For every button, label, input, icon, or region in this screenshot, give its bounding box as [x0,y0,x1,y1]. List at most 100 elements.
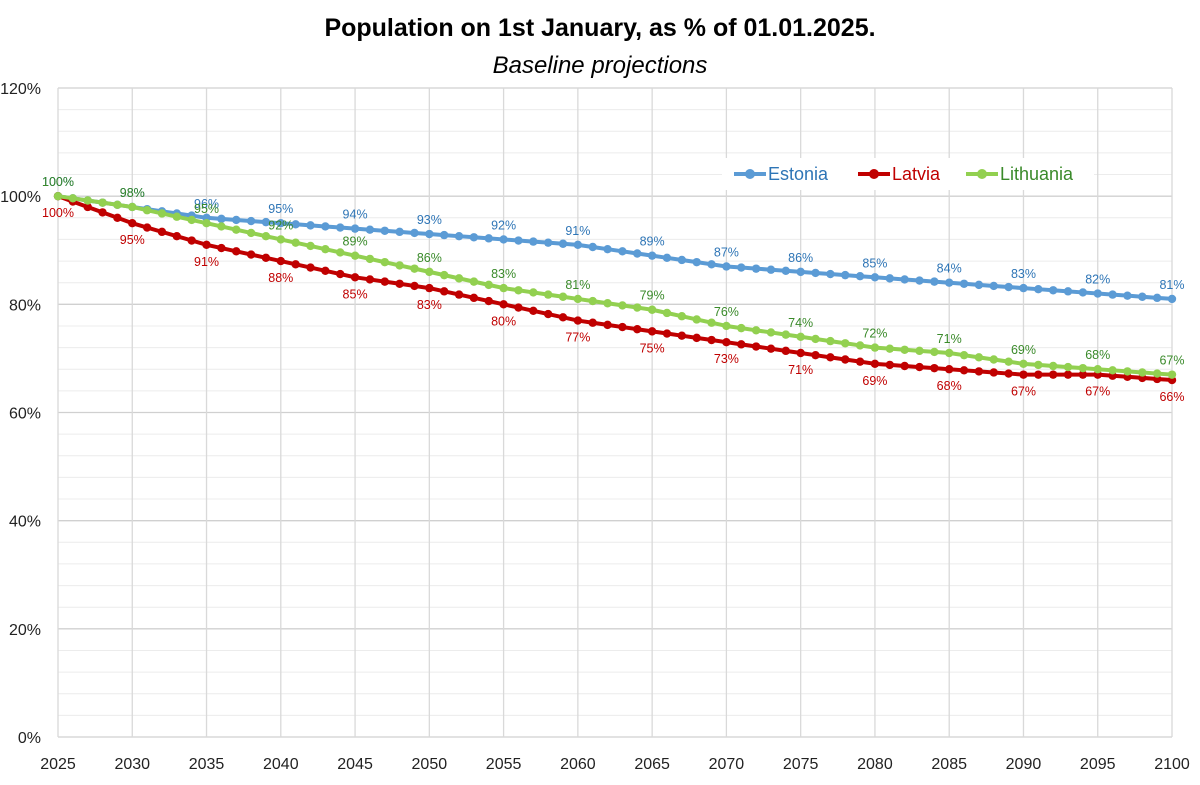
series-lithuania [53,191,1177,379]
legend[interactable]: Estonia Latvia Lithuania [722,158,1094,190]
data-label: 87% [714,245,739,259]
data-point [1034,360,1043,370]
data-point [707,260,716,269]
data-point [1048,361,1058,371]
data-point [499,283,508,293]
data-point [469,293,479,303]
data-point [915,346,924,356]
data-point [959,366,969,375]
data-label: 67% [1011,385,1036,399]
data-point [291,220,300,229]
data-point [246,228,256,238]
data-point [410,264,419,273]
data-point [826,269,835,279]
data-label: 86% [788,251,813,265]
data-point [692,257,701,267]
data-point [261,253,271,263]
data-point [157,209,167,218]
data-point [1019,283,1028,293]
data-point [172,231,182,241]
series-line-lithuania [57,194,1173,377]
data-point [499,300,508,309]
legend-item-latvia[interactable]: Latvia [858,164,941,184]
data-point [543,290,553,299]
data-point [187,215,196,225]
data-point [83,196,92,205]
data-label: 100% [42,175,74,189]
data-point [321,266,330,276]
data-point [751,326,761,335]
legend-item-lithuania[interactable]: Lithuania [966,164,1074,184]
data-point [633,249,642,258]
x-tick-label: 2025 [40,756,76,773]
data-label: 91% [565,224,590,238]
data-point [588,318,597,327]
data-point [915,362,924,372]
data-point [1123,367,1132,376]
data-label: 95% [120,233,145,247]
data-point [811,334,820,344]
data-point [930,277,939,286]
data-point [707,335,716,345]
series-line-estonia [57,194,1173,301]
data-point [1152,369,1162,378]
data-label: 67% [1159,354,1184,368]
data-point [380,257,389,267]
x-tick-label: 2090 [1006,756,1042,773]
x-tick-label: 2065 [634,756,670,773]
data-label: 72% [862,327,887,341]
data-point [826,353,835,362]
data-point [573,294,583,304]
data-point [232,225,241,234]
data-point [781,266,791,276]
legend-label: Latvia [892,164,941,184]
x-tick-label: 2040 [263,756,299,773]
legend-label: Estonia [768,164,829,184]
data-label: 68% [937,379,962,393]
legend-marker [869,169,879,179]
data-point [350,273,360,282]
data-point [796,348,805,358]
data-label: 83% [491,267,516,281]
data-point [454,290,464,299]
data-point [633,303,642,312]
data-point [306,263,315,272]
data-point [722,262,731,271]
data-point [395,279,404,288]
data-point [766,328,776,337]
data-label: 68% [1085,348,1110,362]
data-point [395,261,404,270]
data-point [618,322,627,332]
legend-item-estonia[interactable]: Estonia [734,164,829,184]
series-lines [53,191,1177,385]
data-point [529,288,538,297]
data-point [603,244,612,254]
data-point [915,276,924,285]
data-point [885,360,894,370]
data-point [425,283,434,293]
data-point [261,231,271,241]
y-tick-label: 120% [0,81,41,98]
data-point [974,353,984,362]
data-point [1138,368,1147,377]
y-tick-label: 80% [9,297,41,314]
data-point [647,305,657,314]
data-point [410,228,419,238]
data-label: 92% [491,218,516,232]
data-point [306,221,315,230]
data-point [855,341,865,350]
data-point [618,247,627,256]
data-point [469,233,479,242]
data-point [276,256,285,266]
data-point [543,309,553,319]
data-point [974,367,984,376]
data-point [989,355,998,364]
y-tick-label: 60% [9,406,41,423]
data-point [113,213,122,222]
data-point [98,208,107,217]
data-point [573,316,583,325]
data-point [796,332,805,341]
data-label: 92% [268,218,293,232]
x-tick-label: 2085 [931,756,967,773]
